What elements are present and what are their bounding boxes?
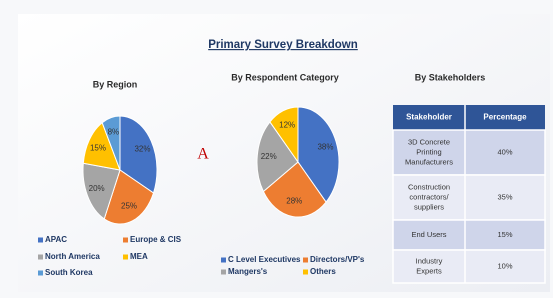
legend-swatch <box>221 269 226 275</box>
legend-swatch <box>38 237 43 243</box>
value-label: 8% <box>108 127 120 136</box>
legend-label: C Level Executives <box>228 255 301 264</box>
pie-slice <box>297 106 340 203</box>
table-row <box>392 174 546 221</box>
legend-swatch <box>123 237 128 243</box>
value-label: 28% <box>286 196 302 205</box>
table-row <box>392 129 546 176</box>
table-row <box>392 249 546 284</box>
legend-swatch <box>123 254 128 260</box>
table-cell: 15% <box>497 230 512 239</box>
annotation: A <box>197 146 209 163</box>
pie-slice <box>262 161 327 218</box>
legend-swatch <box>221 257 226 263</box>
legend-swatch <box>38 270 43 276</box>
pie-slice <box>101 115 121 171</box>
table-cell: 10% <box>497 261 512 270</box>
table-cell: Industry Experts <box>416 256 443 275</box>
value-label: 25% <box>121 202 137 211</box>
legend-label: Europe & CIS <box>130 235 182 244</box>
value-label: 32% <box>134 144 150 153</box>
value-label: 15% <box>90 143 106 152</box>
pie-slice <box>119 115 158 194</box>
value-label: 20% <box>89 184 105 193</box>
value-label: 38% <box>317 143 333 152</box>
pie-slice <box>269 106 299 164</box>
table-cell: 40% <box>497 147 512 156</box>
table-header-cell: Stakeholder <box>406 113 452 122</box>
legend-swatch <box>303 269 308 275</box>
legend-label: APAC <box>45 235 67 244</box>
table-cell: 35% <box>497 192 512 201</box>
pie-slice <box>82 121 121 171</box>
table-cell: 3D Concrete Printing Manufacturers <box>405 137 453 166</box>
chart-title: By Region <box>93 79 138 89</box>
legend-swatch <box>303 257 308 263</box>
pie-slice <box>103 169 155 225</box>
legend-label: Others <box>310 267 336 276</box>
value-label: 12% <box>279 120 295 129</box>
legend-swatch <box>38 254 43 260</box>
legend-label: Directors/VP's <box>310 255 365 264</box>
legend-label: Mangers's <box>228 267 268 276</box>
table-cell: End Users <box>411 230 446 239</box>
chart-title: By Respondent Category <box>231 72 339 82</box>
legend-label: MEA <box>130 252 148 261</box>
table-cell: Construction contractors/suppliers <box>408 182 450 211</box>
legend-label: North America <box>45 252 100 261</box>
page-title: Primary Survey Breakdown <box>208 39 358 51</box>
table-header <box>393 105 545 130</box>
value-label: 22% <box>261 152 277 161</box>
pie-slice <box>82 162 121 220</box>
table-title: By Stakeholders <box>415 72 486 82</box>
table-header-cell: Percentage <box>483 113 527 122</box>
legend-label: South Korea <box>45 268 93 277</box>
pie-slice <box>256 121 299 193</box>
